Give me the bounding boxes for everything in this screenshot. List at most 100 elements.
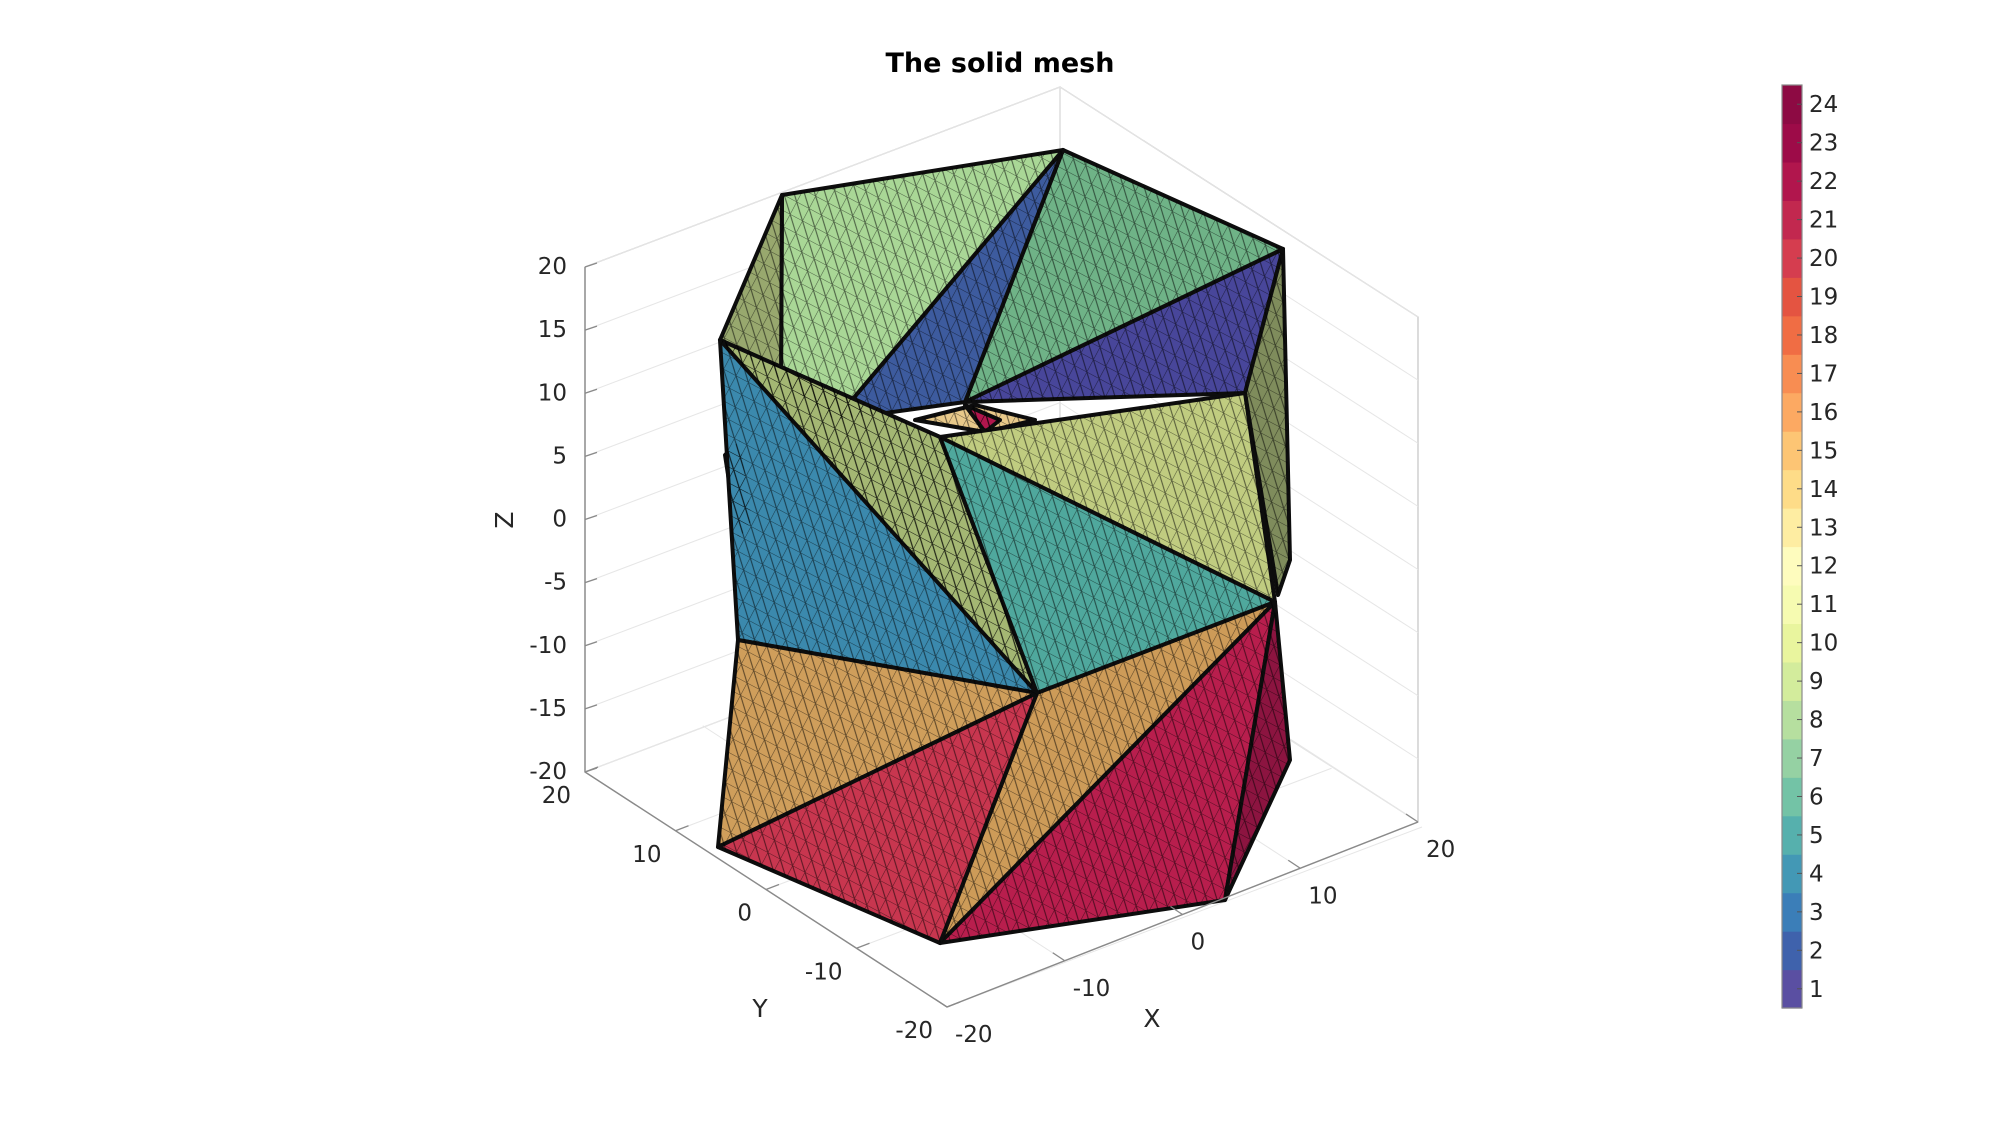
x-tick-label: 0 bbox=[1191, 930, 1206, 956]
z-tick-mark bbox=[584, 388, 598, 394]
colorbar-tick-label: 9 bbox=[1809, 669, 1824, 695]
colorbar-tick-label: 23 bbox=[1809, 131, 1838, 157]
x-tick-mark bbox=[1170, 905, 1183, 916]
colorbar-segment bbox=[1782, 508, 1802, 548]
colorbar-segment bbox=[1782, 238, 1802, 278]
x-tick-label: -20 bbox=[955, 1022, 993, 1048]
z-tick-mark bbox=[584, 451, 598, 457]
colorbar-segment bbox=[1782, 469, 1802, 509]
z-tick-label: 0 bbox=[552, 507, 567, 533]
z-ticks: -20 -15 -10 -5 0 5 10 15 20 bbox=[529, 254, 598, 785]
colorbar-segment bbox=[1782, 623, 1802, 663]
y-grid bbox=[946, 826, 1423, 1008]
colorbar-segment bbox=[1782, 969, 1802, 1009]
colorbar-tick-label: 24 bbox=[1809, 92, 1838, 118]
z-tick-mark bbox=[584, 578, 598, 584]
colorbar-segment bbox=[1782, 546, 1802, 586]
colorbar-tick-label: 21 bbox=[1809, 208, 1838, 234]
colorbar-segment bbox=[1782, 892, 1802, 932]
mesh-face-grid-8 bbox=[1245, 249, 1290, 595]
colorbar-segment bbox=[1782, 854, 1802, 894]
x-tick-label: 20 bbox=[1426, 837, 1455, 863]
colorbar-tick-label: 5 bbox=[1809, 823, 1824, 849]
y-tick-label: -20 bbox=[895, 1018, 933, 1044]
colorbar-segment bbox=[1782, 277, 1802, 317]
mesh-face-grid-7 bbox=[720, 195, 782, 380]
mesh-face-grid-15 bbox=[718, 693, 1037, 943]
colorbar-segment bbox=[1782, 931, 1802, 971]
colorbar-frame bbox=[1781, 84, 1803, 1009]
colorbar-segment bbox=[1782, 584, 1802, 625]
z-tick-mark bbox=[584, 262, 598, 268]
colorbar-tick-label: 2 bbox=[1809, 938, 1824, 964]
y-axis-label: Y bbox=[751, 994, 768, 1023]
mesh-triangulation bbox=[718, 150, 1290, 943]
mesh-face-grid-10 bbox=[720, 340, 1037, 693]
x-tick-mark bbox=[1052, 952, 1066, 962]
x-ticks: -20 -10 0 10 20 bbox=[934, 813, 1455, 1048]
z-tick-label: 20 bbox=[538, 254, 567, 280]
colorbar-tick-label: 20 bbox=[1809, 246, 1838, 272]
mesh-face-grid-6 bbox=[781, 150, 1063, 420]
z-tick-label: 15 bbox=[538, 317, 567, 343]
y-tick-label: 20 bbox=[542, 783, 571, 809]
colorbar-tick-label: 14 bbox=[1809, 477, 1838, 503]
y-tick-mark bbox=[765, 883, 780, 891]
colorbar-tick-label: 15 bbox=[1809, 438, 1838, 464]
colorbar-tick-label: 4 bbox=[1809, 861, 1824, 887]
colorbar-segment bbox=[1782, 161, 1802, 201]
y-tick-label: 10 bbox=[632, 842, 661, 868]
x-tick-label: 10 bbox=[1308, 883, 1337, 909]
x-axis-label: X bbox=[1143, 1004, 1160, 1033]
colorbar-segment bbox=[1782, 700, 1802, 740]
y-tick-mark bbox=[856, 942, 870, 949]
z-tick-mark bbox=[584, 325, 598, 331]
colorbar-segment bbox=[1782, 777, 1802, 817]
y-tick-mark bbox=[675, 825, 689, 832]
chart-title: The solid mesh bbox=[886, 48, 1115, 79]
z-tick-mark bbox=[584, 641, 598, 647]
z-tick-label: -10 bbox=[529, 633, 567, 659]
x-tick-label: -10 bbox=[1073, 976, 1111, 1002]
colorbar-tick-label: 13 bbox=[1809, 515, 1838, 541]
colorbar-tick-label: 10 bbox=[1809, 631, 1838, 657]
x-tick-mark bbox=[1405, 813, 1419, 823]
mesh-face-grid-11 bbox=[940, 393, 1275, 602]
x-tick-mark bbox=[934, 998, 948, 1008]
colorbar-segment bbox=[1782, 85, 1802, 125]
colorbar-segment bbox=[1782, 315, 1802, 355]
colorbar-segment bbox=[1782, 123, 1802, 163]
colorbar-tick-label: 19 bbox=[1809, 285, 1838, 311]
y-tick-mark bbox=[946, 1001, 961, 1008]
z-grid-right bbox=[1059, 86, 1419, 318]
colorbar-tick-label: 16 bbox=[1809, 400, 1838, 426]
mesh-face-grid-13 bbox=[718, 640, 1037, 847]
mesh-face-grid-12 bbox=[940, 437, 1275, 693]
x-tick-mark bbox=[1287, 859, 1301, 869]
colorbar-tick-label: 3 bbox=[1809, 900, 1824, 926]
y-tick-mark bbox=[584, 766, 599, 773]
z-tick-label: 5 bbox=[552, 443, 567, 469]
colorbar-tick-label: 1 bbox=[1809, 977, 1824, 1003]
colorbar-tick-label: 11 bbox=[1809, 592, 1838, 618]
colorbar-segment bbox=[1782, 431, 1802, 471]
colorbar-segment bbox=[1782, 738, 1802, 778]
colorbar-tick-label: 17 bbox=[1809, 361, 1838, 387]
y-tick-label: 0 bbox=[737, 901, 752, 927]
colorbar-segment bbox=[1782, 815, 1802, 855]
z-tick-mark bbox=[584, 514, 598, 521]
colorbar-tick-label: 22 bbox=[1809, 169, 1838, 195]
y-ticks: -20 -10 0 10 20 bbox=[542, 766, 961, 1044]
z-axis-label: Z bbox=[490, 511, 519, 528]
colorbar-tick-label: 18 bbox=[1809, 323, 1838, 349]
colorbar-segment bbox=[1782, 392, 1802, 432]
z-tick-label: -20 bbox=[529, 759, 567, 785]
z-tick-label: -5 bbox=[544, 570, 567, 596]
colorbar-segment bbox=[1782, 200, 1802, 240]
y-tick-label: -10 bbox=[805, 959, 843, 985]
colorbar-segment bbox=[1782, 661, 1802, 701]
mesh-face-grid-4 bbox=[965, 150, 1283, 402]
mesh-face-grid-16 bbox=[940, 602, 1275, 943]
